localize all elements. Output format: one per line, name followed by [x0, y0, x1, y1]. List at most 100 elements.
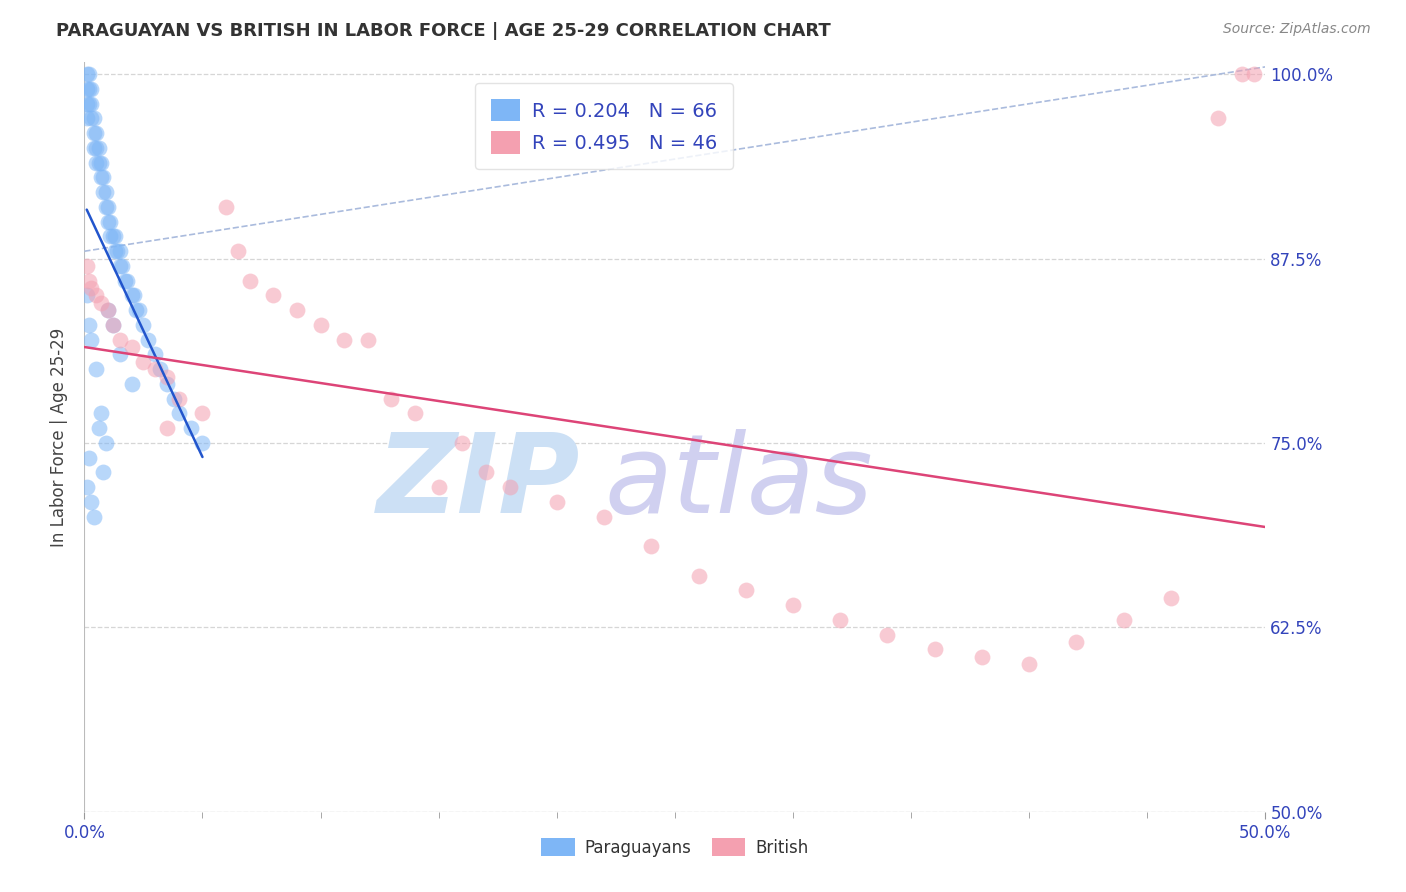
Point: [1160, 591, 1182, 605]
Point: [104, 229, 127, 244]
Point: [84, 126, 107, 140]
Point: [830, 613, 852, 627]
Point: [107, 244, 129, 259]
Point: [451, 436, 474, 450]
Point: [226, 244, 249, 259]
Point: [143, 347, 166, 361]
Point: [76, 288, 98, 302]
Point: [76, 112, 98, 126]
Point: [101, 229, 124, 244]
Point: [333, 333, 356, 347]
Point: [215, 200, 238, 214]
Text: Source: ZipAtlas.com: Source: ZipAtlas.com: [1223, 22, 1371, 37]
Point: [84, 362, 107, 376]
Point: [475, 466, 498, 480]
Point: [427, 480, 450, 494]
Point: [94, 436, 117, 450]
Point: [80, 96, 103, 111]
Point: [77, 450, 100, 465]
Point: [77, 274, 100, 288]
Point: [80, 333, 103, 347]
Point: [91, 466, 114, 480]
Point: [87, 421, 110, 435]
Point: [149, 362, 172, 376]
Point: [83, 141, 105, 155]
Point: [167, 407, 190, 421]
Point: [97, 200, 120, 214]
Point: [380, 392, 402, 406]
Point: [104, 244, 127, 259]
Point: [1243, 67, 1265, 81]
Point: [98, 215, 121, 229]
Point: [77, 318, 100, 332]
Point: [97, 215, 120, 229]
Point: [1206, 112, 1229, 126]
Point: [132, 318, 155, 332]
Point: [84, 155, 107, 169]
Point: [156, 369, 179, 384]
Point: [97, 303, 120, 318]
Point: [83, 509, 105, 524]
Point: [132, 355, 155, 369]
Point: [98, 229, 121, 244]
Point: [167, 392, 190, 406]
Point: [94, 186, 117, 200]
Point: [76, 96, 98, 111]
Point: [1230, 67, 1253, 81]
Point: [115, 274, 138, 288]
Point: [101, 318, 124, 332]
Point: [136, 333, 159, 347]
Point: [76, 82, 98, 96]
Y-axis label: In Labor Force | Age 25-29: In Labor Force | Age 25-29: [51, 327, 69, 547]
Point: [83, 126, 105, 140]
Point: [285, 303, 308, 318]
Point: [180, 421, 202, 435]
Point: [143, 362, 166, 376]
Point: [404, 407, 426, 421]
Point: [91, 186, 114, 200]
Point: [734, 583, 756, 598]
Point: [1066, 635, 1088, 649]
Point: [191, 436, 214, 450]
Point: [782, 599, 804, 613]
Point: [77, 67, 100, 81]
Point: [84, 288, 107, 302]
Point: [77, 82, 100, 96]
Point: [128, 303, 150, 318]
Text: atlas: atlas: [605, 428, 873, 535]
Point: [876, 628, 898, 642]
Point: [1018, 657, 1040, 672]
Point: [108, 333, 131, 347]
Point: [924, 642, 946, 657]
Point: [121, 376, 143, 391]
Point: [1112, 613, 1135, 627]
Point: [80, 495, 103, 509]
Point: [97, 303, 120, 318]
Point: [108, 259, 131, 273]
Point: [108, 347, 131, 361]
Point: [309, 318, 332, 332]
Point: [108, 244, 131, 259]
Point: [77, 96, 100, 111]
Point: [114, 274, 136, 288]
Point: [84, 141, 107, 155]
Point: [90, 170, 112, 185]
Point: [111, 259, 134, 273]
Point: [121, 288, 143, 302]
Point: [90, 296, 112, 310]
Point: [262, 288, 284, 302]
Point: [970, 649, 993, 664]
Point: [122, 288, 145, 302]
Point: [640, 539, 662, 553]
Point: [156, 421, 179, 435]
Point: [593, 509, 616, 524]
Point: [87, 141, 110, 155]
Point: [156, 376, 179, 391]
Point: [498, 480, 520, 494]
Point: [76, 67, 98, 81]
Point: [90, 155, 112, 169]
Legend: Paraguayans, British: Paraguayans, British: [534, 832, 815, 863]
Point: [80, 82, 103, 96]
Point: [80, 112, 103, 126]
Point: [87, 155, 110, 169]
